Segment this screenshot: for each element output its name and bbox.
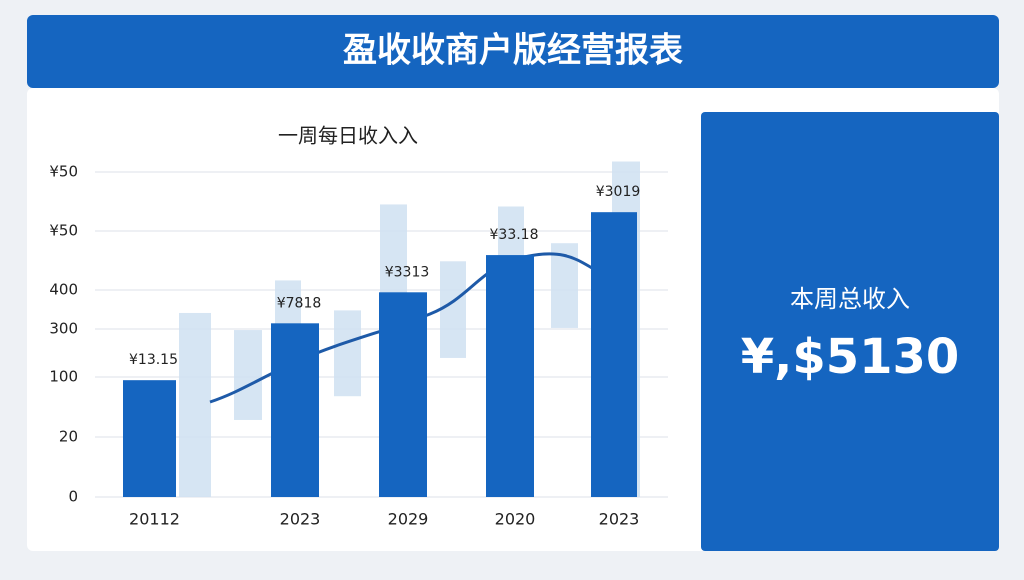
kpi-value: ¥,$5130 [741,329,960,385]
y-axis-label: 20 [59,428,78,446]
bar-annotation: ¥7818 [277,295,322,311]
bar [591,212,637,497]
x-tick-label: 2029 [388,510,429,529]
x-tick-label: 2023 [280,510,321,529]
kpi-label: 本周总收入 [790,285,910,313]
bar-annotation: ¥13.15 [129,352,178,368]
bar [379,292,427,497]
range-bar [440,261,466,358]
y-axis-label: 100 [49,368,78,386]
bar-annotation: ¥3313 [385,264,430,280]
range-bar [334,310,361,397]
range-bar [179,312,211,497]
bar [123,380,176,497]
header-bar [27,15,999,88]
y-axis-label: ¥50 [49,163,78,181]
chart-title: 一周每日收入入 [278,124,418,148]
range-bar [234,330,262,420]
x-tick-label: 2023 [599,510,640,529]
y-axis-label: 400 [49,281,78,299]
y-axis-label: ¥50 [49,222,78,240]
y-axis-label: 0 [68,488,78,506]
x-tick-label: 20112 [129,510,180,529]
kpi-panel [701,112,999,551]
bar-annotation: ¥33.18 [490,227,539,243]
y-axis-label: 300 [49,320,78,338]
bar-annotation: ¥3019 [596,184,641,200]
x-tick-label: 2020 [495,510,536,529]
plot: ¥50 ¥50 400 300 100 20 0 ¥13.15 20112 ¥7818 2023 ¥3… [49,161,668,529]
bar [486,255,534,497]
header-title: 盈收收商户版经营报表 [343,31,683,71]
bar [271,323,319,497]
